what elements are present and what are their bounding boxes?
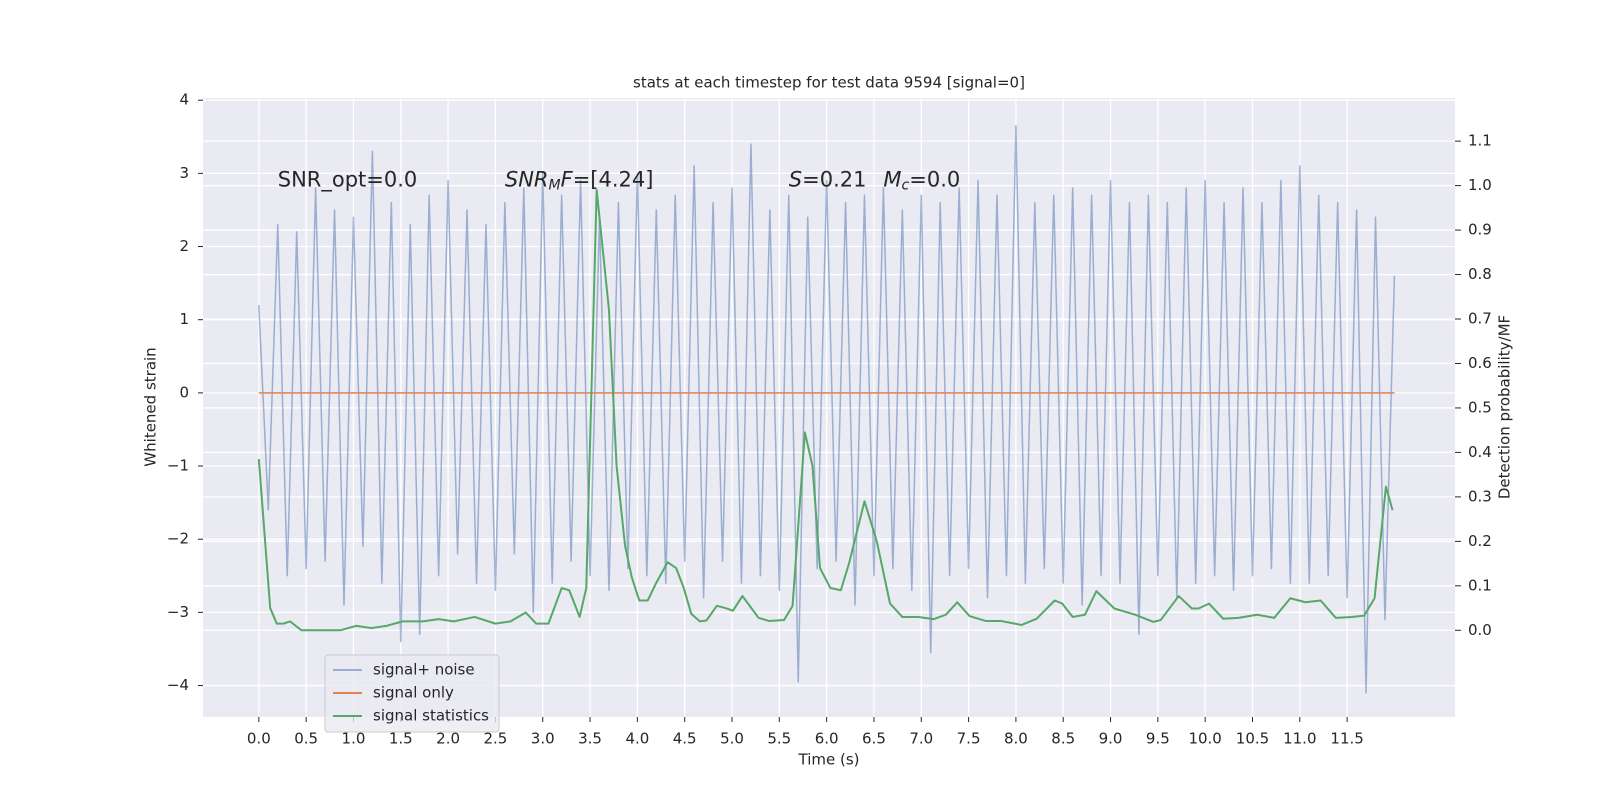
x-tick-label: 11.5 (1330, 730, 1363, 748)
y-tick-label: 4 (179, 91, 189, 109)
y-tick-label: 1 (179, 310, 189, 328)
x-tick-label: 7.0 (909, 730, 933, 748)
legend-label: signal only (373, 684, 454, 702)
x-tick-label: 4.0 (625, 730, 649, 748)
x-tick-label: 6.5 (862, 730, 886, 748)
y-tick-label: 2 (179, 237, 189, 255)
y2-tick-label: 0.5 (1468, 398, 1492, 416)
y2-tick-label: 1.1 (1468, 132, 1492, 150)
annotation-part: M (549, 178, 561, 194)
y-tick-label: −3 (167, 603, 189, 621)
annotation-part: c (902, 178, 910, 194)
overlay: 0.0 0.5 1.0 1.5 2.0 2.5 3.0 3.5 4.0 4.5 5.0 5.5 6.0 6… (167, 91, 1492, 748)
x-tick-label: 0.5 (294, 730, 318, 748)
y-tick-label: 3 (179, 164, 189, 182)
annotation-part: =[4.24] (573, 168, 654, 192)
y2-axis-label: Detection probability/MF (1496, 315, 1514, 499)
annotation: Mc=0.0 (883, 168, 960, 194)
y2-tick-label: 0.4 (1468, 443, 1492, 461)
x-tick-label: 8.0 (1004, 730, 1028, 748)
x-tick-label: 9.0 (1099, 730, 1123, 748)
annotation-part: SNR (505, 168, 549, 192)
y2-tick-label: 0.0 (1468, 621, 1492, 639)
x-axis-label: Time (s) (798, 751, 860, 769)
x-tick-label: 5.0 (720, 730, 744, 748)
x-tick-label: 11.0 (1283, 730, 1316, 748)
marks (257, 125, 1396, 694)
y-tick-label: −4 (167, 676, 189, 694)
x-tick-label: 10.0 (1188, 730, 1221, 748)
legend-label: signal+ noise (373, 661, 475, 679)
y-tick-label: 0 (179, 383, 189, 401)
x-tick-label: 3.5 (578, 730, 602, 748)
legend-box (324, 654, 500, 733)
y-tick-label: −1 (167, 457, 189, 475)
y2-tick-label: 0.3 (1468, 487, 1492, 505)
x-tick-label: 0.0 (247, 730, 271, 748)
annotation-part: M (883, 168, 901, 192)
chart-title: stats at each timestep for test data 959… (633, 74, 1025, 92)
annotation: S=0.21 (789, 168, 867, 192)
y-axis-label: Whitened strain (142, 347, 160, 466)
x-tick-label: 3.0 (531, 730, 555, 748)
series-line (258, 125, 1396, 694)
y2-tick-label: 0.1 (1468, 576, 1492, 594)
y-tick-label: −2 (167, 530, 189, 548)
legend-label: signal statistics (373, 707, 489, 725)
annotation-part: =0.0 (909, 168, 960, 192)
annotation: SNR_opt=0.0 (278, 168, 418, 193)
y2-tick-label: 0.7 (1468, 310, 1492, 328)
x-tick-label: 8.5 (1051, 730, 1075, 748)
x-tick-label: 6.0 (815, 730, 839, 748)
y2-tick-label: 0.2 (1468, 532, 1492, 550)
x-tick-label: 1.0 (342, 730, 366, 748)
y2-tick-label: 0.6 (1468, 354, 1492, 372)
y2-tick-label: 0.8 (1468, 265, 1492, 283)
annotation: SNRMF=[4.24] (505, 168, 654, 194)
x-tick-label: 2.0 (436, 730, 460, 748)
x-tick-label: 5.5 (767, 730, 791, 748)
annotation-part: F (561, 168, 574, 192)
annotation-part: =0.21 (802, 168, 866, 192)
x-tick-label: 10.5 (1236, 730, 1269, 748)
x-tick-label: 2.5 (483, 730, 507, 748)
y2-tick-label: 0.9 (1468, 221, 1492, 239)
x-tick-label: 9.5 (1146, 730, 1170, 748)
series-line (257, 189, 1394, 632)
y2-tick-label: 1.0 (1468, 176, 1492, 194)
x-tick-label: 4.5 (673, 730, 697, 748)
x-tick-label: 7.5 (957, 730, 981, 748)
annotation-part: S (789, 168, 802, 192)
x-tick-label: 1.5 (389, 730, 413, 748)
annotation-part: SNR_opt=0.0 (278, 168, 418, 193)
